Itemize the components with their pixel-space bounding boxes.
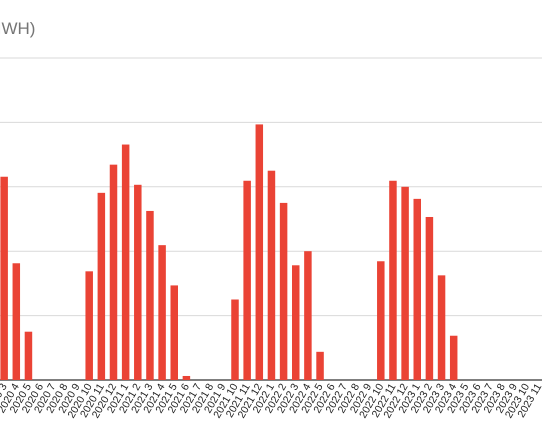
chart-title: on (MWH) [0,19,36,38]
bar [304,251,312,380]
bar [267,170,276,380]
bar [134,184,142,380]
bar [182,375,191,381]
bar [316,351,324,380]
bar [121,144,130,380]
bar [170,285,178,380]
bar [243,180,251,380]
bar [231,299,239,380]
bar [85,271,93,380]
bar [158,245,166,380]
bar [279,202,288,380]
bar [292,265,300,380]
bar [255,124,264,380]
bar [146,210,154,380]
bar [109,164,118,380]
bar [401,186,409,380]
bar [425,216,434,380]
bar [377,261,385,380]
bar [413,198,421,380]
bar [437,275,446,380]
bar [0,176,8,380]
bar [24,331,33,380]
bar [449,335,458,381]
bar [389,180,397,380]
bar [12,263,21,380]
bar [97,192,106,380]
